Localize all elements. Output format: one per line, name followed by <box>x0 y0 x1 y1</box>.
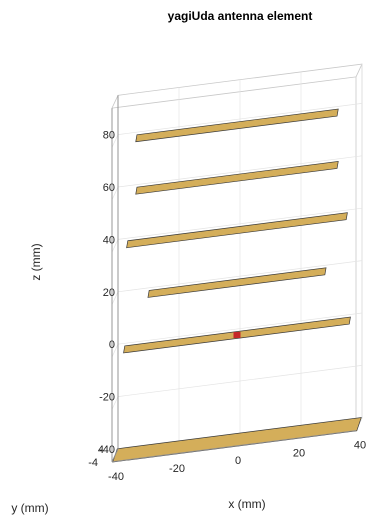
z-gridline <box>111 396 119 410</box>
x-tick-label: 0 <box>235 455 241 467</box>
antenna-element <box>135 161 339 195</box>
z-gridline <box>111 291 119 305</box>
x-tick-label: 20 <box>293 447 305 459</box>
antenna-element <box>147 267 327 298</box>
box-edge <box>111 448 119 462</box>
z-tick-label: 80 <box>103 130 115 142</box>
z-gridline <box>111 239 119 253</box>
feed-point <box>233 332 241 338</box>
z-gridline <box>111 344 119 358</box>
x-axis-label: x (mm) <box>228 497 265 511</box>
box-edge <box>111 95 119 109</box>
box-edge <box>111 430 357 463</box>
z-gridline <box>111 186 119 200</box>
z-tick-label: -20 <box>99 392 115 404</box>
y-tick-label: -4 <box>88 457 98 469</box>
z-tick-label: 40 <box>103 234 115 246</box>
z-tick-label: 20 <box>103 287 115 299</box>
tick-labels: -40 -20 0 20 40 60 80 -40 -20 0 20 40 -44 <box>88 130 366 483</box>
z-tick-label: 0 <box>109 339 115 351</box>
z-tick-label: 60 <box>103 182 115 194</box>
antenna-elements <box>112 108 362 463</box>
antenna-element <box>135 108 339 143</box>
box-edge <box>111 76 357 109</box>
z-tick-label: -40 <box>99 444 115 456</box>
z-gridline <box>111 134 119 148</box>
x-tick-label: 40 <box>354 440 366 452</box>
y-tick-label: 4 <box>98 444 104 456</box>
box-edge <box>355 63 363 78</box>
plot-box-front <box>111 95 357 463</box>
x-tick-label: -40 <box>108 471 124 483</box>
y-axis-label: y (mm) <box>11 501 48 515</box>
antenna-element <box>126 212 348 249</box>
chart-title: yagiUda antenna element <box>168 9 313 23</box>
x-tick-label: -20 <box>169 463 185 475</box>
z-axis-label: z (mm) <box>29 243 43 280</box>
